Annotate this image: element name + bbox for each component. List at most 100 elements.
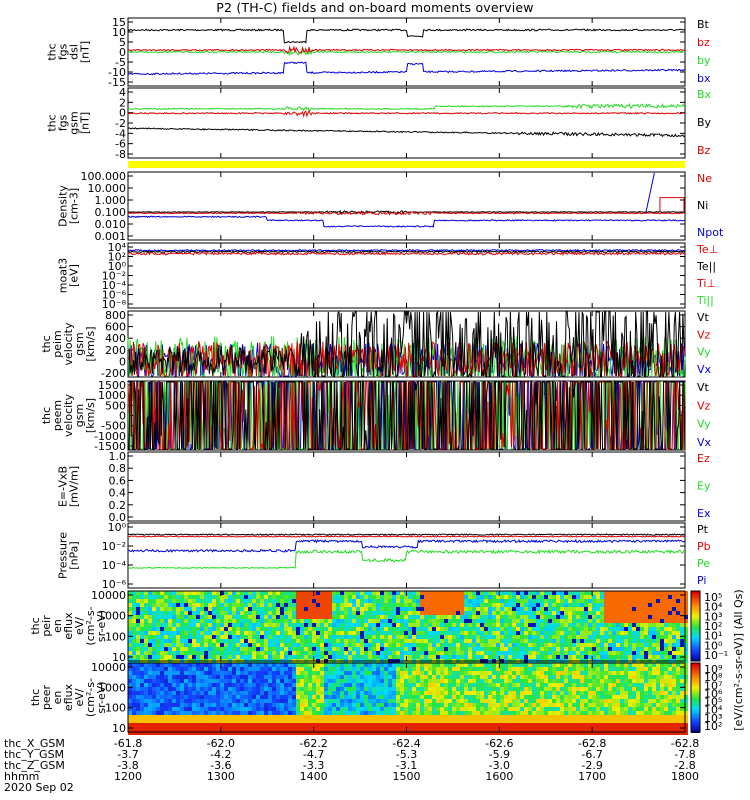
x-tick-label: 1500 [393, 770, 421, 783]
y-tick-label: 1500 [98, 379, 126, 392]
x-tick-label: -3.3 [303, 759, 324, 772]
legend-entry: Pi [697, 574, 706, 587]
y-tick-label: -1500 [94, 440, 126, 453]
y-tick-label: 5 [119, 36, 126, 49]
x-tick-label: -2.8 [674, 759, 695, 772]
x-tick-label: 1200 [114, 770, 142, 783]
y-tick-label: 10² [108, 251, 126, 264]
legend-entry: by [697, 54, 711, 67]
y-tick-label: 0.4 [109, 487, 127, 500]
y-axis-label: peem [51, 400, 64, 431]
x-row-label: 2020 Sep 02 [4, 781, 74, 794]
series-line-Vt [128, 381, 686, 450]
y-axis-label: (cm²-s- [84, 606, 97, 645]
y-tick-label: 1000 [98, 681, 126, 694]
legend-entry: Bt [697, 18, 710, 31]
series-line-Ti-perp [127, 248, 686, 252]
series-line-Npot [127, 215, 686, 228]
series-line-by [127, 48, 686, 57]
y-tick-label: -2 [115, 117, 126, 130]
y-tick-label: 0 [119, 355, 126, 368]
y-axis-label: thc [46, 114, 59, 131]
colorbar-top [691, 591, 700, 661]
series-line-Pe [127, 549, 686, 569]
y-axis-label: [km/s] [84, 326, 97, 361]
y-tick-label: 1000 [98, 610, 126, 623]
y-axis-label: en [51, 691, 64, 705]
y-tick-label: -500 [101, 420, 126, 433]
y-axis-label: eV/ [73, 688, 86, 706]
y-tick-label: 10⁻² [102, 540, 126, 553]
panel-frame-1 [127, 87, 686, 159]
y-tick-label: 0.001 [95, 230, 127, 243]
series-line-Vz [127, 340, 686, 378]
y-axis-label: [mV/m] [68, 466, 81, 507]
y-axis-label: eflux [62, 612, 75, 640]
x-tick-label: -62.8 [578, 737, 606, 750]
y-tick-label: 10⁻² [102, 270, 126, 283]
colorbar-tick: 10⁶ [704, 687, 723, 700]
x-tick-label: -5.3 [396, 748, 417, 761]
y-axis-label: [km/s] [84, 398, 97, 433]
legend-entry: bx [697, 72, 711, 85]
legend-entry: Pb [697, 540, 711, 553]
y-axis-label: eV/ [73, 617, 86, 635]
x-tick-label: 1700 [578, 770, 606, 783]
series-line-Ni [127, 210, 686, 214]
colorbar-tick: 10³ [704, 712, 722, 725]
legend-entry: Ni [697, 199, 708, 212]
y-axis-label: moat3 [57, 258, 70, 294]
y-axis-label: gsm [68, 111, 81, 134]
x-tick-label: -2.9 [581, 759, 602, 772]
series-line-Pb [128, 535, 686, 538]
y-axis-label: fgs [57, 114, 70, 131]
spectrogram-9 [128, 663, 688, 735]
y-tick-label: 10 [112, 651, 126, 664]
colorbar-tick: 10² [704, 720, 722, 733]
panel-frame-6 [127, 451, 686, 522]
y-tick-label: 500 [105, 399, 126, 412]
panel-frame-2 [127, 171, 686, 241]
legend-entry: bz [697, 36, 710, 49]
legend-entry: Npot [697, 226, 724, 239]
y-tick-label: 10⁰ [108, 521, 127, 534]
y-tick-label: 400 [105, 332, 126, 345]
y-tick-label: 600 [105, 321, 126, 334]
y-tick-label: 10⁻⁸ [102, 298, 127, 311]
y-tick-label: 0.100 [95, 206, 127, 219]
y-axis-label: [nT] [79, 112, 92, 134]
y-tick-label: 4 [119, 86, 126, 99]
colorbar-tick: 10³ [704, 610, 722, 623]
y-axis-label: peir [40, 615, 53, 637]
y-tick-label: 1000 [98, 389, 126, 402]
colorbar-tick: 10² [704, 620, 722, 633]
series-line-Ne [127, 210, 686, 216]
y-tick-label: 100 [105, 702, 126, 715]
y-tick-label: -8 [115, 148, 126, 161]
y-axis-label: [nPa] [68, 541, 81, 569]
y-tick-label: 10 [112, 722, 126, 735]
y-tick-label: 1.000 [95, 194, 127, 207]
y-tick-label: 10 [112, 26, 126, 39]
y-axis-label: peim [51, 330, 64, 358]
x-row-label: thc_Z_GSM [4, 759, 65, 772]
x-tick-label: -3.8 [117, 759, 138, 772]
legend-entry: Vx [697, 436, 712, 449]
series-line-Te-perp [127, 251, 686, 256]
x-row-label: thc_Y_GSM [4, 748, 64, 761]
y-tick-label: 10⁰ [108, 260, 127, 273]
x-tick-label: 1300 [207, 770, 235, 783]
y-tick-label: 0.8 [109, 462, 127, 475]
legend-entry: Te|| [696, 260, 716, 273]
y-tick-label: -10 [108, 66, 126, 79]
y-tick-label: 200 [105, 344, 126, 357]
legend-entry: Ti⊥ [696, 277, 716, 290]
spectrogram-8 [128, 591, 688, 663]
y-tick-label: 10⁻⁶ [102, 578, 127, 591]
colorbar-tick: 10⁹ [704, 663, 722, 676]
x-tick-label: 1400 [300, 770, 328, 783]
y-tick-label: 800 [105, 309, 126, 322]
legend-entry: Vy [697, 418, 711, 431]
x-tick-label: -62.8 [671, 737, 699, 750]
y-tick-label: -15 [108, 76, 126, 89]
